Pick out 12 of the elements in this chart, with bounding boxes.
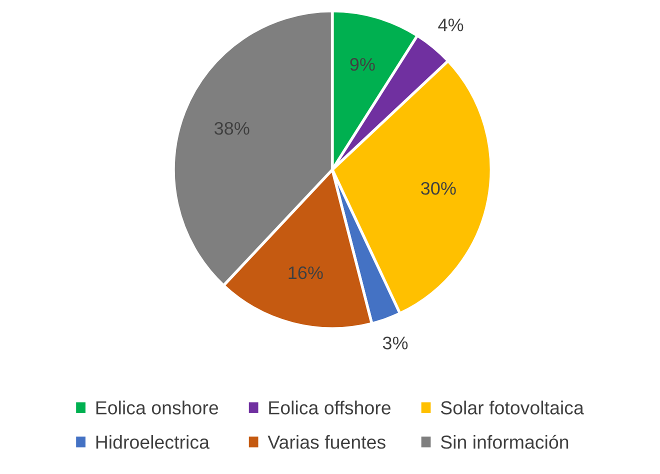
legend-label: Varias fuentes [268,435,386,449]
data-label: 3% [382,336,408,350]
legend-label: Hidroelectrica [96,435,210,449]
data-label: 38% [214,122,250,135]
legend-label: Solar fotovoltaica [440,400,584,414]
data-label: 9% [350,58,375,71]
data-label: 30% [421,182,456,195]
legend-label: Eolica offshore [269,400,390,414]
data-label: 4% [438,18,464,32]
legend-label: Eolica onshore [96,400,218,414]
legend-label: Sin información [440,434,568,449]
data-label: 16% [288,266,323,280]
